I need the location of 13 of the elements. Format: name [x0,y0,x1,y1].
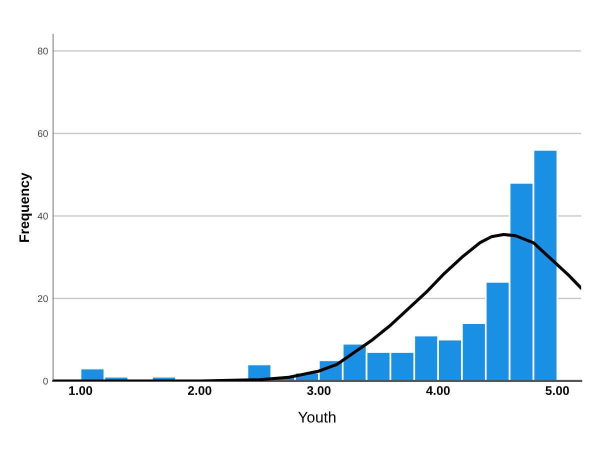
y-tick-label: 60 [38,130,48,138]
y-axis-title: Frequency [19,172,32,242]
x-tick-label: 2.00 [188,386,212,396]
x-axis-title: Youth [298,411,336,423]
x-tick-label: 5.00 [546,386,569,396]
x-tick-label: 3.00 [307,386,331,396]
line-series [53,232,582,381]
x-tick-label: 1.00 [69,386,92,396]
x-tick-label: 4.00 [426,386,450,396]
y-tick-label: 0 [43,378,48,385]
y-tick-label: 80 [38,48,48,55]
y-tick-label: 40 [38,212,48,220]
y-tick-label: 20 [38,295,48,302]
